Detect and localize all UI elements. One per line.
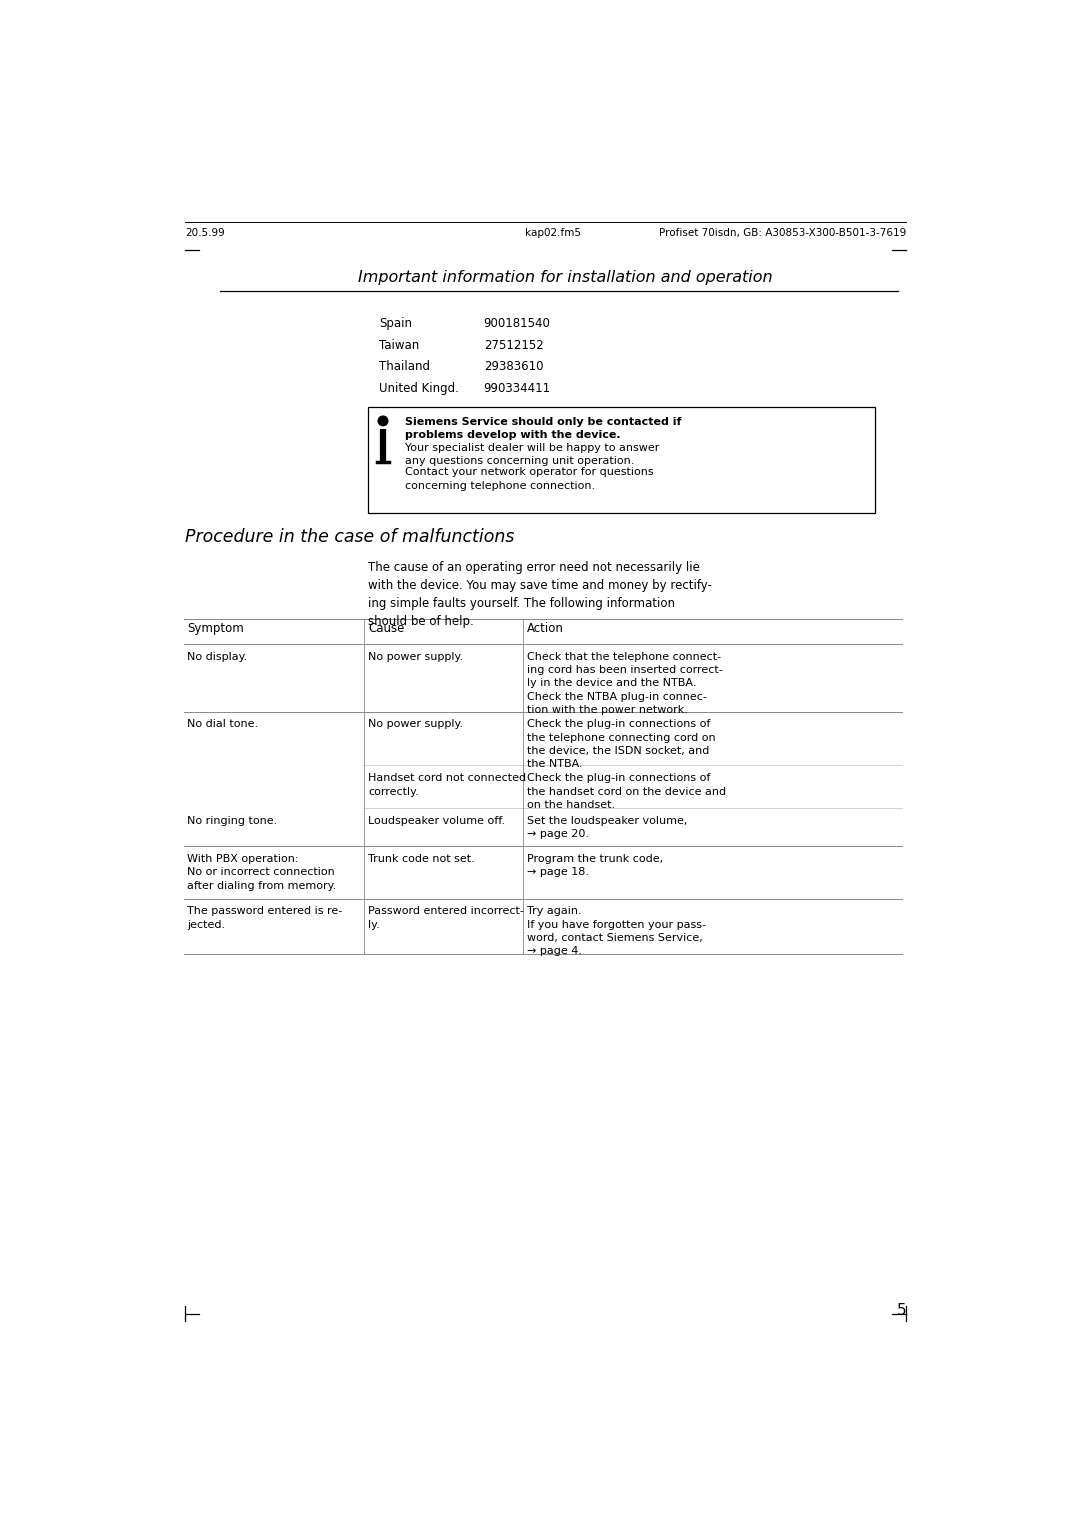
- Text: The cause of an operating error need not necessarily lie
with the device. You ma: The cause of an operating error need not…: [367, 561, 712, 628]
- Text: Important information for installation and operation: Important information for installation a…: [357, 270, 772, 286]
- Text: Thailand: Thailand: [379, 361, 430, 373]
- Text: Set the loudspeaker volume,
→ page 20.: Set the loudspeaker volume, → page 20.: [527, 816, 688, 839]
- Text: Handset cord not connected
correctly.: Handset cord not connected correctly.: [368, 773, 526, 796]
- Text: No display.: No display.: [187, 651, 247, 662]
- Text: Program the trunk code,
→ page 18.: Program the trunk code, → page 18.: [527, 854, 663, 877]
- Text: Your specialist dealer will be happy to answer
any questions concerning unit ope: Your specialist dealer will be happy to …: [405, 443, 659, 466]
- Text: Profiset 70isdn, GB: A30853-X300-B501-3-7619: Profiset 70isdn, GB: A30853-X300-B501-3-…: [659, 228, 906, 238]
- Text: The password entered is re-
jected.: The password entered is re- jected.: [187, 906, 342, 929]
- Text: No dial tone.: No dial tone.: [187, 720, 258, 729]
- Text: Cause: Cause: [368, 622, 405, 636]
- Circle shape: [378, 416, 388, 426]
- Text: Try again.
If you have forgotten your pass-
word, contact Siemens Service,
→ pag: Try again. If you have forgotten your pa…: [527, 906, 706, 957]
- Text: 5: 5: [896, 1302, 906, 1317]
- Text: 20.5.99: 20.5.99: [186, 228, 225, 238]
- Text: With PBX operation:
No or incorrect connection
after dialing from memory.: With PBX operation: No or incorrect conn…: [187, 854, 336, 891]
- Text: Taiwan: Taiwan: [379, 339, 419, 351]
- Text: 900181540: 900181540: [484, 316, 551, 330]
- Text: Spain: Spain: [379, 316, 413, 330]
- Text: 29383610: 29383610: [484, 361, 543, 373]
- Text: United Kingd.: United Kingd.: [379, 382, 459, 396]
- Text: Siemens Service should only be contacted if
problems develop with the device.: Siemens Service should only be contacted…: [405, 417, 681, 440]
- Text: Symptom: Symptom: [187, 622, 244, 636]
- Text: Action: Action: [527, 622, 564, 636]
- Text: Check the plug-in connections of
the handset cord on the device and
on the hands: Check the plug-in connections of the han…: [527, 773, 726, 810]
- Text: 27512152: 27512152: [484, 339, 543, 351]
- Text: Loudspeaker volume off.: Loudspeaker volume off.: [368, 816, 505, 825]
- Text: No power supply.: No power supply.: [368, 720, 463, 729]
- Bar: [367, 406, 875, 513]
- Text: No ringing tone.: No ringing tone.: [187, 816, 278, 825]
- Text: Contact your network operator for questions
concerning telephone connection.: Contact your network operator for questi…: [405, 468, 653, 490]
- Text: Check the plug-in connections of
the telephone connecting cord on
the device, th: Check the plug-in connections of the tel…: [527, 720, 716, 770]
- Text: kap02.fm5: kap02.fm5: [526, 228, 581, 238]
- Text: Procedure in the case of malfunctions: Procedure in the case of malfunctions: [186, 529, 515, 547]
- Text: No power supply.: No power supply.: [368, 651, 463, 662]
- Text: Password entered incorrect-
ly.: Password entered incorrect- ly.: [368, 906, 524, 929]
- Text: Check that the telephone connect-
ing cord has been inserted correct-
ly in the : Check that the telephone connect- ing co…: [527, 651, 723, 715]
- Text: Trunk code not set.: Trunk code not set.: [368, 854, 475, 863]
- Text: 990334411: 990334411: [484, 382, 551, 396]
